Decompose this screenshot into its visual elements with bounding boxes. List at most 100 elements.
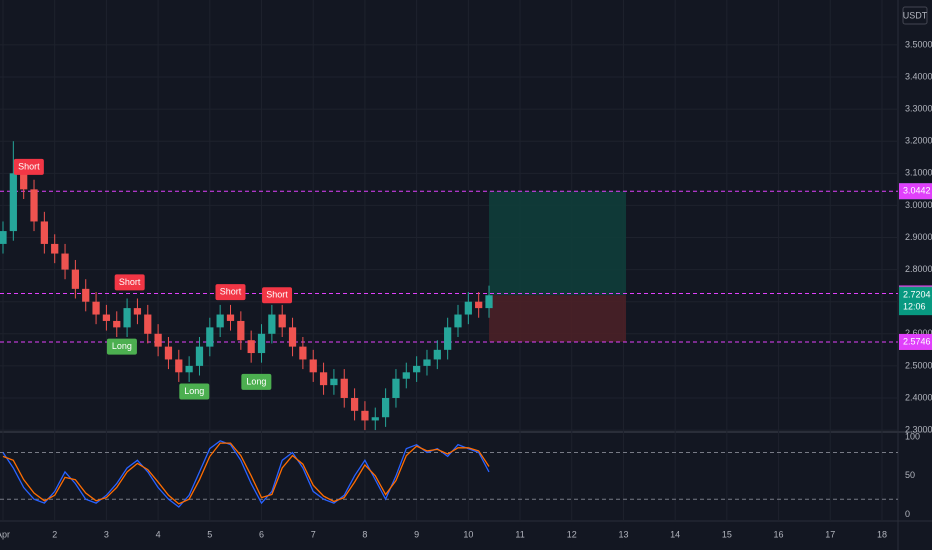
candle-body	[371, 417, 379, 421]
candle-body	[40, 221, 48, 244]
y-tick-label: 2.5000	[905, 360, 932, 370]
y-tick-label: 3.2000	[905, 136, 932, 146]
x-tick-label: 15	[722, 529, 732, 539]
candle-body	[319, 372, 328, 386]
signal-label: Long	[184, 386, 204, 396]
price-badge-label: 3.0442	[903, 186, 931, 196]
candle-body	[30, 189, 38, 222]
candle-body	[164, 346, 173, 360]
candle-body	[278, 314, 286, 328]
y-tick-label: 3.3000	[905, 103, 932, 113]
candle-body	[51, 243, 59, 254]
x-tick-label: 17	[825, 529, 835, 539]
profit-zone	[489, 191, 627, 296]
currency-label: USDT	[903, 10, 928, 20]
price-badge-label: 2.5746	[903, 336, 931, 346]
price-badge	[899, 333, 932, 350]
signal-label: Short	[220, 286, 242, 296]
y-tick-label: 2.4000	[905, 392, 932, 402]
stoch-line	[2, 440, 490, 508]
signal-badge	[241, 373, 272, 390]
price-badge	[899, 183, 932, 200]
candle-body	[257, 333, 266, 354]
candle-body	[216, 314, 224, 328]
candle-body	[268, 314, 276, 334]
x-tick-label: 13	[618, 529, 628, 539]
x-tick-label: 4	[156, 529, 161, 539]
signal-badge	[13, 158, 44, 175]
price-badge-label: 2.7204	[903, 290, 931, 300]
candle-body	[330, 378, 338, 386]
signal-label: Short	[119, 277, 141, 287]
y-tick-label: 2.8000	[905, 264, 932, 274]
signal-badge	[106, 338, 137, 355]
x-tick-label: 2	[52, 529, 57, 539]
signal-label: Long	[246, 376, 266, 386]
candle-body	[123, 308, 131, 328]
x-tick-label: 11	[515, 529, 524, 539]
candle-body	[113, 320, 121, 328]
candle-body	[475, 301, 483, 309]
y-tick-label: 3.4000	[905, 71, 932, 81]
x-tick-label: 16	[774, 529, 784, 539]
signal-badge	[179, 383, 210, 400]
signal-badge	[262, 287, 293, 304]
candle-body	[206, 327, 214, 347]
candle-body	[309, 359, 317, 373]
candle-body	[485, 295, 493, 309]
candle-body	[71, 269, 80, 289]
y-tick-label: 3.0000	[905, 200, 932, 210]
candle-body	[288, 327, 297, 347]
y-tick-label: 50	[905, 470, 915, 480]
signal-label: Short	[18, 161, 40, 171]
candle-body	[226, 314, 235, 321]
currency-box	[902, 6, 928, 25]
x-tick-label: 12	[567, 529, 577, 539]
y-tick-label: 2.9000	[905, 232, 932, 242]
candle-body	[144, 314, 152, 334]
candle-body	[464, 301, 472, 315]
candle-body	[185, 365, 193, 373]
candle-body	[175, 359, 183, 373]
y-tick-label: 2.3000	[905, 424, 932, 434]
candle-body	[133, 308, 142, 315]
y-tick-label: 2.6000	[905, 328, 932, 338]
candle-body	[392, 378, 400, 398]
candle-body	[340, 378, 348, 398]
candle-body	[237, 320, 245, 341]
candle-body	[299, 346, 307, 360]
candle-body	[423, 359, 431, 366]
x-tick-label: 9	[414, 529, 419, 539]
candle-body	[402, 372, 410, 379]
candle-body	[350, 397, 359, 411]
x-tick-label: 7	[311, 529, 316, 539]
y-tick-label: 0	[905, 509, 910, 519]
candle-body	[82, 288, 90, 302]
candle-body	[0, 231, 7, 244]
stoch-line	[2, 442, 490, 505]
x-tick-label: Apr	[0, 529, 10, 539]
candle-body	[102, 314, 111, 321]
candle-body	[433, 349, 441, 360]
price-badge	[899, 287, 932, 316]
candle-body	[413, 365, 421, 373]
signal-label: Long	[112, 341, 132, 351]
candle-body	[154, 333, 162, 347]
x-tick-label: 14	[670, 529, 680, 539]
y-tick-label: 3.1000	[905, 168, 932, 178]
signal-badge	[215, 284, 246, 301]
x-tick-label: 6	[259, 529, 264, 539]
x-tick-label: 8	[362, 529, 367, 539]
y-tick-label: 100	[905, 431, 920, 441]
signal-label: Short	[266, 290, 288, 300]
candle-body	[247, 340, 255, 354]
candle-body	[92, 301, 100, 315]
candle-body	[9, 173, 17, 232]
candle-body	[195, 346, 204, 366]
x-tick-label: 10	[463, 529, 473, 539]
candle-body	[444, 327, 452, 350]
candle-body	[381, 397, 390, 418]
candle-body	[361, 410, 369, 421]
